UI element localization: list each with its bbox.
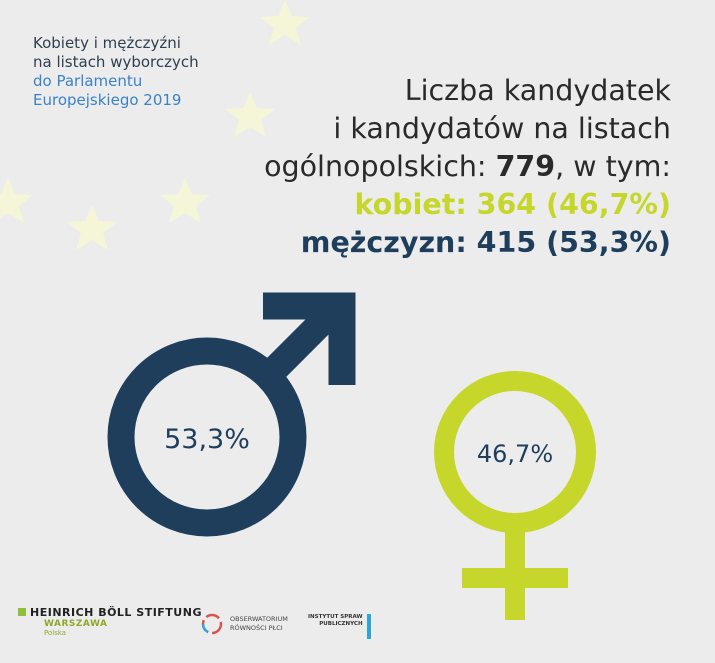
heinrich-boll-logo: HEINRICH BÖLL STIFTUNG WARSZAWA Polska (18, 606, 202, 637)
headline-text: ogólnopolskich: (264, 150, 496, 183)
hb-country: Polska (44, 629, 67, 637)
hb-name: HEINRICH BÖLL STIFTUNG (30, 606, 202, 619)
isp-line: PUBLICZNYCH (319, 621, 363, 627)
headline-line: Liczba kandydatek (404, 74, 671, 107)
obserwatorium-logo: OBSERWATORIUM RÓWNOŚCI PŁCI (200, 612, 288, 636)
isp-logo: INSTYTUT SPRAW PUBLICZNYCH (308, 614, 371, 639)
venus-icon (434, 371, 596, 620)
star-shape (67, 205, 117, 250)
headline-line: ogólnopolskich: 779, w tym: (211, 148, 671, 186)
infographic-subtitle: Kobiety i mężczyźni na listach wyborczyc… (33, 34, 199, 110)
star-shape (160, 178, 210, 223)
obserwatorium-text: OBSERWATORIUM RÓWNOŚCI PŁCI (230, 615, 288, 633)
headline-text: , w tym: (555, 150, 671, 183)
mars-icon (107, 292, 356, 537)
isp-text: INSTYTUT SPRAW PUBLICZNYCH (308, 614, 363, 628)
hb-logo-mark (18, 608, 26, 616)
women-percent-label: 46,7% (477, 440, 553, 468)
total-count: 779 (495, 150, 556, 183)
subtitle-line-highlight: do Parlamentu (33, 72, 143, 90)
obs-line: OBSERWATORIUM (230, 615, 288, 623)
star-shape (225, 92, 275, 137)
obserwatorium-icon (201, 613, 223, 635)
star-shape (260, 0, 310, 45)
isp-line: INSTYTUT SPRAW (308, 614, 363, 620)
subtitle-line: Kobiety i mężczyźni (33, 34, 181, 52)
headline: Liczba kandydatek i kandydatów na listac… (211, 72, 671, 262)
men-count: mężczyzn: 415 (53,3%) (300, 226, 671, 259)
subtitle-line: na listach wyborczych (33, 53, 199, 71)
star-shape (0, 178, 33, 223)
isp-bar (366, 614, 371, 639)
subtitle-line-highlight: Europejskiego 2019 (33, 91, 182, 109)
headline-line: i kandydatów na listach (333, 112, 671, 145)
footer-logos: HEINRICH BÖLL STIFTUNG WARSZAWA Polska O… (0, 590, 715, 663)
hb-city: WARSZAWA (44, 619, 108, 629)
obs-line: RÓWNOŚCI PŁCI (230, 624, 283, 632)
women-count: kobiet: 364 (46,7%) (354, 188, 671, 221)
men-percent-label: 53,3% (164, 424, 250, 455)
